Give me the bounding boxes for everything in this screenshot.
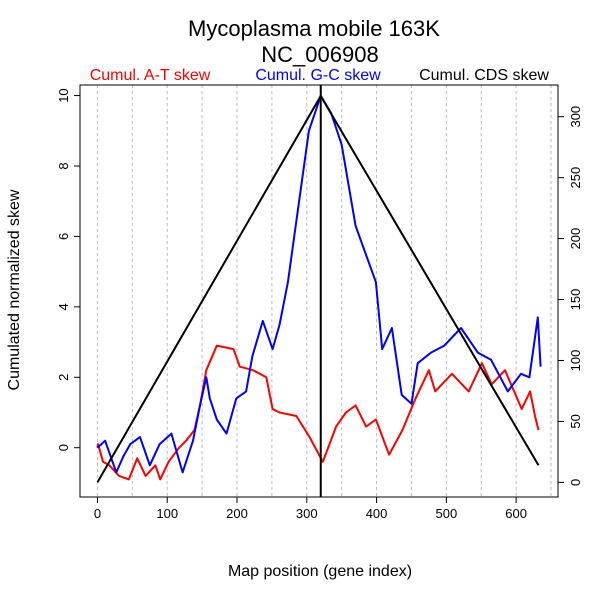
y-tick-label: 10 bbox=[56, 88, 71, 102]
x-tick-label: 300 bbox=[296, 506, 318, 521]
x-tick-label: 500 bbox=[435, 506, 457, 521]
chart-subtitle: NC_006908 bbox=[261, 42, 378, 67]
y-tick-label: 4 bbox=[56, 303, 71, 310]
y-axis-label: Cumulated normalized skew bbox=[6, 189, 23, 390]
x-tick-label: 400 bbox=[366, 506, 388, 521]
y-tick-label: 2 bbox=[56, 374, 71, 381]
y2-tick-label: 150 bbox=[568, 289, 583, 311]
y2-tick-label: 0 bbox=[568, 479, 583, 486]
y2-tick-label: 200 bbox=[568, 228, 583, 250]
y2-tick-label: 50 bbox=[568, 414, 583, 428]
y2-tick-label: 300 bbox=[568, 106, 583, 128]
y2-tick-label: 100 bbox=[568, 350, 583, 372]
legend-gc-skew: Cumul. G-C skew bbox=[255, 67, 381, 84]
series-line-1 bbox=[96, 94, 542, 474]
legend-cds-skew: Cumul. CDS skew bbox=[419, 67, 549, 84]
grid bbox=[96, 85, 552, 497]
x-tick-label: 600 bbox=[505, 506, 527, 521]
plot-frame bbox=[79, 84, 559, 498]
y-tick-label: 0 bbox=[56, 444, 71, 451]
y-tick-label: 8 bbox=[56, 162, 71, 169]
x-tick-label: 100 bbox=[156, 506, 178, 521]
legend-at-skew: Cumul. A-T skew bbox=[90, 67, 211, 84]
y-tick-label: 6 bbox=[56, 233, 71, 240]
axes: 0 100 200 300 400 500 600024681005010015020025… bbox=[56, 88, 583, 521]
y2-tick-label: 250 bbox=[568, 167, 583, 189]
x-axis-label: Map position (gene index) bbox=[228, 563, 412, 580]
series-line-2 bbox=[96, 95, 540, 483]
series-line-0 bbox=[96, 344, 540, 481]
x-tick-label: 0 bbox=[94, 506, 101, 521]
series-group bbox=[96, 85, 542, 497]
x-tick-label: 200 bbox=[226, 506, 248, 521]
chart-title: Mycoplasma mobile 163K bbox=[188, 16, 440, 41]
